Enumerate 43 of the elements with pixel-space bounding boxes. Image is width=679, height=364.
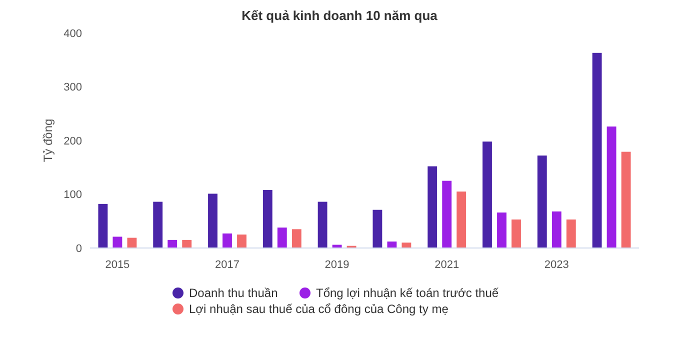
y-axis-title: Tỷ đồng <box>41 118 55 162</box>
bar <box>621 152 631 248</box>
bar <box>222 233 232 248</box>
bar <box>112 236 122 248</box>
y-tick-label: 200 <box>64 135 82 148</box>
bar <box>98 204 108 248</box>
bar <box>428 166 438 248</box>
legend-label: Doanh thu thuần <box>189 286 278 300</box>
y-tick-label: 400 <box>64 28 82 40</box>
bar <box>456 192 466 248</box>
bar <box>372 210 382 248</box>
bar <box>277 228 287 248</box>
bar <box>497 212 506 248</box>
y-tick-label: 300 <box>64 82 82 94</box>
bar <box>592 52 602 248</box>
bar <box>168 240 178 248</box>
bar <box>182 240 192 248</box>
x-tick-label: 2019 <box>324 259 350 271</box>
bar <box>552 211 562 248</box>
chart-title: Kết quả kinh doanh 10 năm qua <box>242 8 438 23</box>
bar <box>153 202 163 248</box>
bar <box>606 126 616 248</box>
bar <box>387 242 397 248</box>
bar <box>512 220 521 248</box>
bar <box>482 142 492 248</box>
x-tick-label: 2017 <box>215 259 240 271</box>
y-tick-label: 100 <box>64 189 82 202</box>
bar <box>127 238 137 248</box>
bar <box>442 180 452 248</box>
bar <box>318 202 328 248</box>
bar <box>292 229 302 248</box>
legend-label: Tổng lợi nhuận kế toán trước thuế <box>316 286 499 300</box>
bar <box>208 194 218 248</box>
bar <box>402 242 412 248</box>
bar <box>537 156 547 248</box>
x-tick-label: 2021 <box>434 259 460 271</box>
bar <box>237 234 246 248</box>
x-tick-label: 2023 <box>544 259 569 271</box>
legend-label: Lợi nhuận sau thuế của cổ đông của Công ty mẹ <box>189 302 449 316</box>
bar <box>262 190 272 248</box>
x-tick-label: 2015 <box>105 259 130 271</box>
y-tick-label: 0 <box>76 242 82 255</box>
bar <box>566 220 576 248</box>
